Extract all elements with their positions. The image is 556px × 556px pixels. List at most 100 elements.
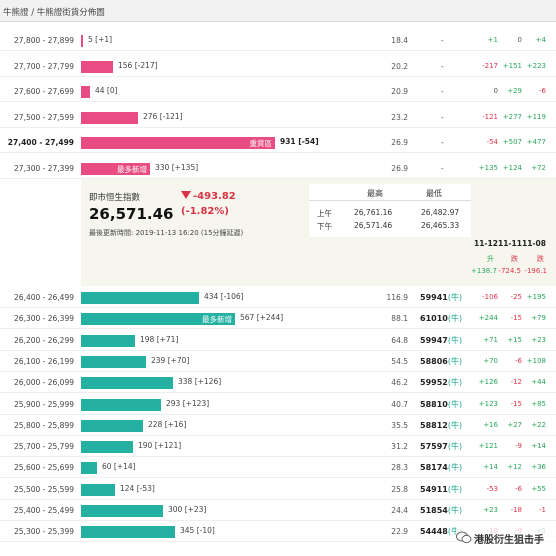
index-point-value: 54911 [420,484,448,494]
strike-range: 25,900 - 25,999 [14,399,74,409]
change-1: +135 [478,164,498,172]
ratio-value: 35.5 [391,420,408,430]
change-1: +70 [483,356,498,365]
table-row[interactable]: 25,600 - 25,699 60 [+14] 28.3 58174(牛) +14 +1… [0,457,556,479]
breadcrumb[interactable]: 牛熊證 / 牛熊證街貨分佈圖 [3,8,105,18]
table-row[interactable]: 26,000 - 26,099 338 [+126] 46.2 59952(牛) +12… [0,372,556,394]
change-1: +71 [483,335,498,344]
volume-bar: 最多新增 [81,313,235,326]
change-2: +12 [507,463,522,472]
change-3: +23 [531,335,546,344]
volume-bar: 最多新增 [81,163,150,175]
volume-bar [81,86,90,99]
change-3: +22 [531,420,546,429]
volume-bar [81,355,146,368]
index-point: 59941(牛) [420,292,462,303]
index-change: -493.82 [181,191,236,202]
change-3: +72 [531,164,546,172]
table-row[interactable]: 27,800 - 27,899 5 [+1] 18.4 - +1 0 +4 [0,30,556,51]
strike-range: 26,100 - 26,199 [14,356,74,366]
ratio-value: 25.8 [391,484,408,494]
index-point: 58174(牛) [420,462,462,473]
strike-range: 26,200 - 26,299 [14,335,74,345]
bull-label: (牛) [447,314,463,324]
strike-range: 25,500 - 25,599 [14,484,74,494]
ratio-value: 31.2 [391,442,408,452]
ratio-value: 24.4 [391,506,408,515]
bull-label: (牛) [447,442,463,452]
bull-label: (牛) [447,293,463,302]
table-row[interactable]: 26,200 - 26,299 198 [+71] 64.8 59947(牛) +71 +… [0,330,556,351]
change-1: +123 [478,399,498,408]
change-1: -106 [482,293,498,301]
volume-value: 239 [+70] [151,355,190,365]
table-row[interactable]: 27,300 - 27,399 最多新增 330 [+135] 26.9 - +135 +1… [0,158,556,179]
change-2: -6 [515,484,522,493]
table-row[interactable]: 25,700 - 25,799 190 [+121] 31.2 57597(牛) +12… [0,436,556,458]
bull-label: (牛) [447,527,463,537]
ratio-value: 26.9 [391,164,408,173]
table-row[interactable]: 27,400 - 27,499 重貨區 931 [-54] 26.9 - -54 +507 +… [0,132,556,154]
fall-label: 跌 [511,255,518,263]
volume-value: 60 [+14] [102,462,136,472]
change-2: +15 [507,335,522,344]
change-2: -12 [510,378,522,387]
volume-bar [81,377,173,390]
price-placeholder: - [441,138,444,148]
change-3: +44 [531,378,546,387]
volume-value: 156 [-217] [118,60,158,70]
volume-bar [81,334,135,347]
index-point: 61010(牛) [420,313,462,324]
volume-bar [81,483,115,496]
change-1: +126 [478,378,498,387]
table-row[interactable]: 25,900 - 25,999 293 [+123] 40.7 58810(牛) +12… [0,394,556,415]
change-1: -54 [486,138,498,147]
change-1: +14 [483,463,498,472]
volume-value: 198 [+71] [140,334,179,344]
strike-range: 27,400 - 27,499 [7,138,74,148]
change-1: 0 [493,87,498,96]
strike-range: 25,700 - 25,799 [14,442,74,452]
table-row[interactable]: 26,100 - 26,199 239 [+70] 54.5 58806(牛) +70 -… [0,351,556,372]
volume-value: 330 [+135] [155,163,199,172]
high-header: 最高 [367,189,383,198]
high-low-table: 最高 最低 上午 26,761.16 26,482.97 下午 26,571.4… [309,184,471,237]
am-low: 26,482.97 [421,208,460,217]
volume-bar [81,419,143,432]
volume-bar [81,292,199,304]
change-1: -121 [482,112,498,121]
table-row[interactable]: 27,600 - 27,699 44 [0] 20.9 - 0 +29 -6 [0,81,556,103]
change-3: -6 [539,87,546,96]
index-point-value: 59952 [420,378,448,388]
pm-low: 26,465.33 [421,221,460,230]
table-row[interactable]: 26,400 - 26,499 434 [-106] 116.9 59941(牛) -1… [0,287,556,308]
bar-tag: 重貨區 [249,139,273,149]
strike-range: 26,400 - 26,499 [14,293,74,302]
change-3: +195 [526,293,546,301]
watermark: 港股衍生狙击手 [456,527,556,549]
table-row[interactable]: 25,800 - 25,899 228 [+16] 35.5 58812(牛) +16 +… [0,415,556,436]
change-3: +14 [531,442,546,451]
index-label: 即市恒生指數 [89,193,141,203]
table-row[interactable]: 25,500 - 25,599 124 [-53] 25.8 54911(牛) -53 -… [0,479,556,500]
low-header: 最低 [426,189,442,198]
volume-bar: 重貨區 [81,137,275,150]
wechat-icon [456,531,472,544]
strike-range: 26,300 - 26,399 [14,314,74,324]
index-point-value: 59941 [420,293,448,302]
volume-bar [81,60,113,73]
change-3: +4 [535,36,546,44]
table-row[interactable]: 25,400 - 25,499 300 [+23] 24.4 51854(牛) +23 -… [0,500,556,521]
volume-value: 434 [-106] [204,292,244,301]
volume-value: 293 [+123] [166,398,210,408]
table-row[interactable]: 26,300 - 26,399 最多新增 567 [+244] 88.1 61010(牛… [0,308,556,330]
ratio-value: 26.9 [391,138,408,148]
price-placeholder: - [441,36,444,45]
rise-label: 升 [487,255,494,263]
change-3: +85 [531,399,546,408]
change-2: +27 [507,420,522,429]
table-row[interactable]: 27,700 - 27,799 156 [-217] 20.2 - -217 +151 +2… [0,56,556,77]
table-row[interactable]: 27,500 - 27,599 276 [-121] 23.2 - -121 +277 +1… [0,107,556,128]
volume-value: 5 [+1] [88,35,113,44]
